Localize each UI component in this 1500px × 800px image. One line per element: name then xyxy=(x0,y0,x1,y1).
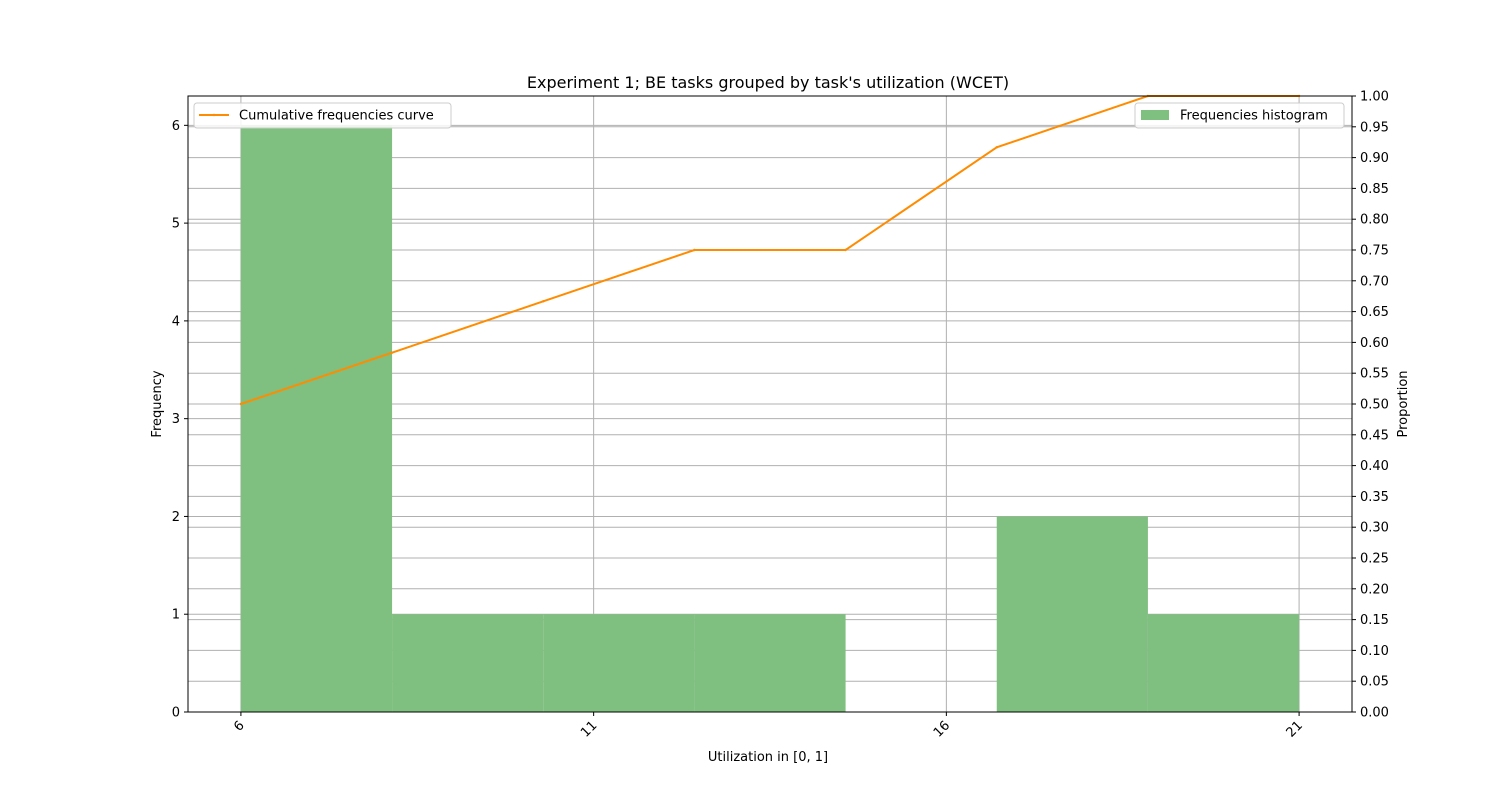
legend-curve: Cumulative frequencies curve xyxy=(193,102,452,129)
y2-tick-label: 0.75 xyxy=(1360,244,1389,259)
y2-tick-label: 0.40 xyxy=(1360,459,1389,474)
y2-tick-label: 0.60 xyxy=(1360,336,1389,351)
histogram-bar xyxy=(996,516,1148,712)
histogram-bar xyxy=(694,614,846,712)
histogram-bar xyxy=(1147,614,1300,712)
x-tick-label: 21 xyxy=(1284,718,1306,740)
y-tick-label: 4 xyxy=(172,314,180,329)
y-tick-label: 6 xyxy=(172,119,180,134)
histogram-bar xyxy=(543,614,695,712)
legend-curve-marker xyxy=(212,113,216,117)
y2-tick-label: 1.00 xyxy=(1360,90,1389,105)
y-axis-ticks: 0 1 2 3 4 5 6 xyxy=(172,119,188,721)
x-axis-label: Utilization in [0, 1] xyxy=(708,750,828,765)
y2-tick-label: 0.45 xyxy=(1360,428,1389,443)
cumulative-curve-point xyxy=(239,402,243,406)
y-tick-label: 1 xyxy=(172,608,180,623)
legend-histogram-swatch xyxy=(1141,110,1169,120)
legend-histogram-label: Frequencies histogram xyxy=(1180,109,1328,124)
histogram-bar xyxy=(392,614,544,712)
y2-tick-label: 0.15 xyxy=(1360,613,1389,628)
legend-curve-label: Cumulative frequencies curve xyxy=(239,109,434,124)
x-axis-ticks: 6 11 16 21 xyxy=(231,712,1306,741)
y-axis-label: Frequency xyxy=(150,370,165,437)
cumulative-curve-point xyxy=(995,146,998,149)
y2-tick-label: 0.05 xyxy=(1360,675,1389,690)
y2-tick-label: 0.10 xyxy=(1360,644,1389,659)
y2-tick-label: 0.20 xyxy=(1360,582,1389,597)
x-tick-label: 11 xyxy=(578,718,600,740)
cumulative-curve-point xyxy=(844,248,847,252)
y2-tick-label: 0.95 xyxy=(1360,120,1389,135)
y2-axis-ticks: 0.00 0.05 0.10 0.15 0.20 0.25 0.30 0.35 0.40 0.45… xyxy=(1352,90,1389,721)
x-tick-label: 16 xyxy=(931,718,953,740)
y2-tick-label: 0.65 xyxy=(1360,305,1389,320)
cumulative-curve-point xyxy=(693,248,696,252)
y2-tick-label: 0.00 xyxy=(1360,706,1389,721)
histogram-bars xyxy=(240,125,1300,713)
cumulative-curve-point xyxy=(542,300,545,303)
cumulative-curve-line xyxy=(240,95,1300,405)
y-tick-label: 2 xyxy=(172,510,180,525)
x-tick-label: 6 xyxy=(231,718,247,734)
y2-tick-label: 0.85 xyxy=(1360,182,1389,197)
y-tick-label: 5 xyxy=(172,217,180,232)
y-tick-label: 3 xyxy=(172,412,180,427)
y-tick-label: 0 xyxy=(172,706,180,721)
histogram-bar xyxy=(240,125,393,713)
y2-tick-label: 0.90 xyxy=(1360,151,1389,166)
chart-title: Experiment 1; BE tasks grouped by task's… xyxy=(527,73,1009,92)
y2-axis-label: Proportion xyxy=(1396,370,1411,437)
y2-tick-label: 0.50 xyxy=(1360,398,1389,413)
y2-tick-label: 0.55 xyxy=(1360,367,1389,382)
y2-tick-label: 0.35 xyxy=(1360,490,1389,505)
y2-tick-label: 0.25 xyxy=(1360,552,1389,567)
cumulative-curve-point xyxy=(390,351,394,354)
y2-tick-label: 0.80 xyxy=(1360,213,1389,228)
legend-histogram: Frequencies histogram xyxy=(1134,102,1345,129)
y2-tick-label: 0.30 xyxy=(1360,521,1389,536)
y2-tick-label: 0.70 xyxy=(1360,274,1389,289)
